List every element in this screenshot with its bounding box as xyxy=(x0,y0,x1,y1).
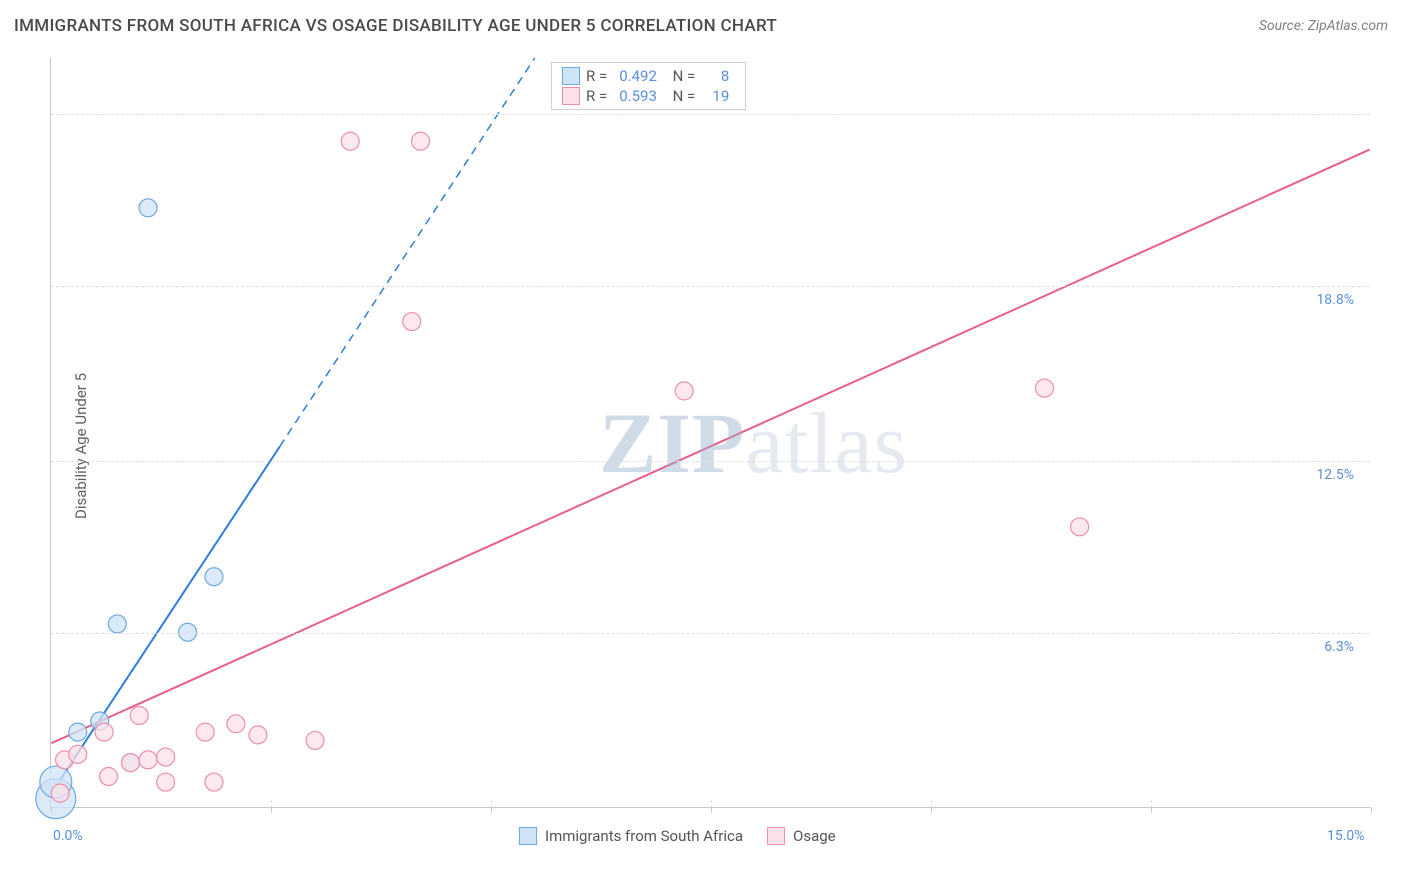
legend-n-label: N = xyxy=(669,87,695,105)
series-legend-label: Osage xyxy=(793,827,836,845)
osage-point xyxy=(139,751,157,769)
x-tick xyxy=(1151,807,1152,813)
legend-r-value: 0.492 xyxy=(619,67,657,85)
x-tick xyxy=(1371,807,1372,813)
osage-point xyxy=(205,773,223,791)
x-tick xyxy=(491,807,492,813)
x-tick-label: 15.0% xyxy=(1327,828,1365,844)
plot-area: ZIPatlas R =0.492 N =8R =0.593 N =19 Imm… xyxy=(50,58,1370,808)
legend-n-value: 8 xyxy=(707,67,729,85)
chart-title: IMMIGRANTS FROM SOUTH AFRICA VS OSAGE DI… xyxy=(14,16,777,36)
legend-swatch xyxy=(519,827,537,845)
osage-point xyxy=(227,715,245,733)
source-attribution: Source: ZipAtlas.com xyxy=(1259,18,1388,34)
x-tick xyxy=(271,807,272,813)
y-tick-label: 18.8% xyxy=(1316,292,1354,308)
y-tick-label: 6.3% xyxy=(1324,639,1354,655)
osage-point xyxy=(1071,518,1089,536)
osage-trendline xyxy=(51,150,1369,744)
osage-point xyxy=(411,132,429,150)
osage-point xyxy=(403,313,421,331)
osage-point xyxy=(69,745,87,763)
south_africa-point xyxy=(139,199,157,217)
osage-point xyxy=(675,382,693,400)
south_africa-point xyxy=(108,615,126,633)
y-tick-label: 12.5% xyxy=(1316,467,1354,483)
source-link[interactable]: ZipAtlas.com xyxy=(1308,18,1388,34)
series-legend-item-south_africa[interactable]: Immigrants from South Africa xyxy=(519,827,743,845)
osage-point xyxy=(95,723,113,741)
legend-r-value: 0.593 xyxy=(619,87,657,105)
osage-point xyxy=(157,773,175,791)
x-tick xyxy=(931,807,932,813)
chart-svg xyxy=(51,58,1370,807)
x-tick xyxy=(51,807,52,813)
legend-n-label: N = xyxy=(669,67,695,85)
correlation-legend: R = 0.492 N = 8 R = 0.593 N = 19 xyxy=(551,62,746,110)
x-tick xyxy=(711,807,712,813)
osage-point xyxy=(306,731,324,749)
x-tick-label: 0.0% xyxy=(53,828,83,844)
legend-row-south_africa: R = 0.492 N = 8 xyxy=(562,67,735,85)
series-legend-item-osage[interactable]: Osage xyxy=(767,827,836,845)
series-legend-label: Immigrants from South Africa xyxy=(545,827,743,845)
osage-point xyxy=(121,754,139,772)
osage-point xyxy=(249,726,267,744)
chart-header: IMMIGRANTS FROM SOUTH AFRICA VS OSAGE DI… xyxy=(0,0,1406,48)
series-legend: Immigrants from South Africa Osage xyxy=(519,827,836,845)
legend-n-value: 19 xyxy=(707,87,729,105)
legend-r-label: R = xyxy=(586,67,607,85)
south_africa-point xyxy=(69,723,87,741)
osage-point xyxy=(100,767,118,785)
source-prefix: Source: xyxy=(1259,18,1308,34)
legend-r-label: R = xyxy=(586,87,607,105)
osage-point xyxy=(51,784,69,802)
legend-swatch xyxy=(562,87,580,105)
legend-swatch xyxy=(562,67,580,85)
osage-point xyxy=(1035,379,1053,397)
osage-point xyxy=(196,723,214,741)
gridline-horizontal xyxy=(51,286,1370,287)
legend-row-osage: R = 0.593 N = 19 xyxy=(562,87,735,105)
osage-point xyxy=(341,132,359,150)
gridline-horizontal xyxy=(51,114,1370,115)
south_africa-trendline xyxy=(51,446,279,793)
osage-point xyxy=(130,706,148,724)
gridline-horizontal xyxy=(51,461,1370,462)
osage-point xyxy=(157,748,175,766)
gridline-horizontal xyxy=(51,633,1370,634)
south_africa-point xyxy=(205,568,223,586)
legend-swatch xyxy=(767,827,785,845)
south_africa-trendline-dashed xyxy=(280,58,535,446)
